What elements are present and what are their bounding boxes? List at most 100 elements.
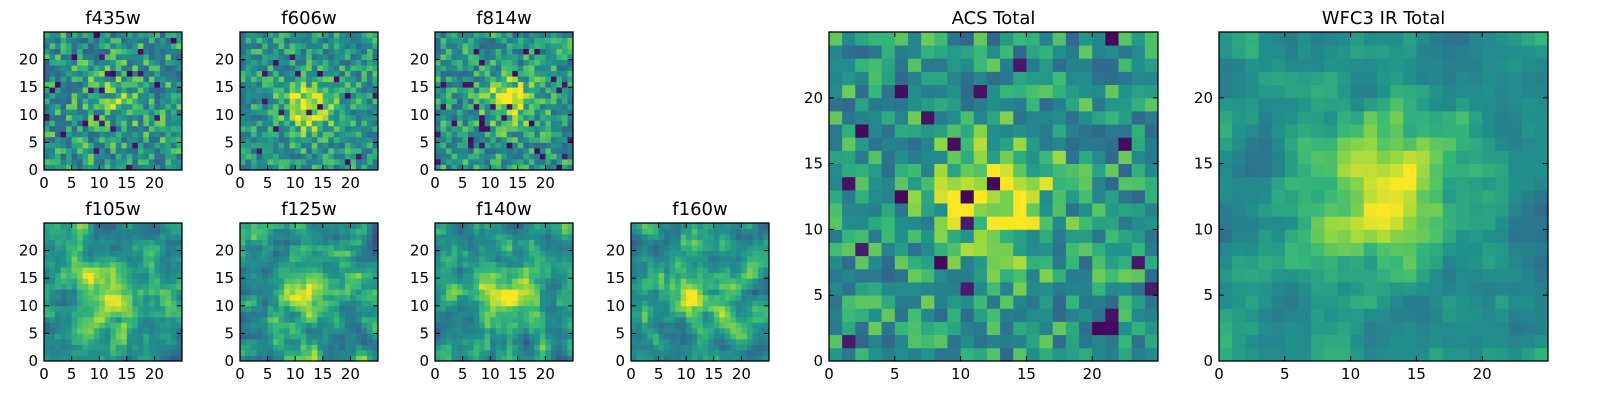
- heatmap-cell: [468, 267, 475, 274]
- heatmap-cell: [104, 48, 111, 55]
- heatmap-cell: [55, 158, 61, 165]
- heatmap-cell: [473, 305, 480, 312]
- heatmap-cell: [66, 300, 72, 307]
- heatmap-cell: [894, 176, 909, 191]
- heatmap-cell: [176, 311, 183, 318]
- heatmap-cell: [300, 164, 307, 171]
- heatmap-cell: [251, 333, 257, 340]
- heatmap-cell: [567, 103, 574, 110]
- heatmap-cell: [842, 321, 856, 336]
- heatmap-cell: [350, 305, 357, 312]
- heatmap-cell: [550, 294, 557, 301]
- heatmap-cell: [137, 245, 144, 251]
- heatmap-cell: [159, 256, 166, 263]
- heatmap-cell: [273, 239, 280, 246]
- heatmap-cell: [642, 316, 648, 323]
- heatmap-cell: [457, 283, 463, 290]
- heatmap-cell: [245, 43, 252, 49]
- heatmap-cell: [451, 355, 458, 362]
- heatmap-cell: [240, 164, 246, 171]
- heatmap-cell: [907, 295, 922, 309]
- heatmap-cell: [855, 268, 869, 283]
- heatmap-cell: [104, 223, 111, 229]
- heatmap-cell: [545, 283, 552, 290]
- heatmap-cell: [121, 92, 128, 99]
- heatmap-cell: [457, 344, 463, 351]
- heatmap-cell: [267, 283, 274, 290]
- heatmap-cell: [115, 109, 122, 116]
- heatmap-cell: [490, 43, 497, 49]
- heatmap-cell: [333, 267, 340, 274]
- heatmap-cell: [934, 347, 948, 362]
- heatmap-cell: [1079, 229, 1093, 243]
- heatmap-cell: [855, 203, 869, 217]
- heatmap-cell: [1092, 268, 1106, 283]
- heatmap-cell: [713, 234, 720, 240]
- heatmap-cell: [322, 158, 329, 165]
- heatmap-cell: [245, 114, 252, 121]
- heatmap-cell: [680, 338, 687, 345]
- heatmap-cell: [159, 65, 166, 72]
- heatmap-cell: [506, 153, 513, 160]
- heatmap-cell: [868, 203, 883, 217]
- heatmap-cell: [104, 164, 111, 171]
- heatmap-cell: [735, 283, 742, 290]
- heatmap-cell: [550, 289, 557, 296]
- heatmap-cell: [495, 300, 502, 307]
- heatmap-cell: [986, 176, 1001, 191]
- heatmap-cell: [240, 294, 246, 301]
- heatmap-cell: [355, 294, 362, 301]
- heatmap-cell: [328, 70, 335, 77]
- heatmap-cell: [446, 59, 452, 66]
- heatmap-cell: [473, 250, 480, 257]
- heatmap-cell: [355, 355, 362, 362]
- heatmap-cell: [355, 131, 362, 138]
- heatmap-cell: [137, 250, 144, 257]
- heatmap-cell: [501, 256, 508, 263]
- heatmap-cell: [284, 234, 291, 240]
- heatmap-cell: [506, 272, 513, 279]
- heatmap-cell: [262, 54, 268, 60]
- heatmap-cell: [567, 76, 574, 83]
- heatmap-cell: [567, 98, 574, 105]
- heatmap-cell: [495, 87, 502, 94]
- heatmap-cell: [339, 239, 346, 246]
- heatmap-cell: [457, 120, 463, 127]
- heatmap-cell: [311, 349, 318, 356]
- heatmap-cell: [686, 333, 693, 340]
- heatmap-cell: [534, 245, 541, 251]
- heatmap-cell: [154, 289, 161, 296]
- heatmap-cell: [1000, 347, 1014, 362]
- heatmap-cell: [121, 300, 128, 307]
- heatmap-cell: [333, 59, 340, 66]
- heatmap-cell: [752, 267, 759, 274]
- heatmap-cell: [457, 311, 463, 318]
- heatmap-cell: [506, 54, 513, 60]
- heatmap-cell: [495, 289, 502, 296]
- heatmap-cell: [121, 311, 128, 318]
- heatmap-cell: [462, 294, 469, 301]
- heatmap-cell: [534, 294, 541, 301]
- heatmap-cell: [143, 54, 150, 60]
- heatmap-cell: [868, 150, 883, 164]
- x-tick-label: 20: [341, 174, 360, 192]
- heatmap-cell: [708, 338, 715, 345]
- heatmap-cell: [468, 65, 475, 72]
- heatmap-cell: [653, 278, 659, 285]
- heatmap-cell: [484, 142, 491, 149]
- heatmap-cell: [137, 59, 144, 66]
- heatmap-cell: [550, 81, 557, 88]
- heatmap-cell: [154, 234, 161, 240]
- heatmap-cell: [947, 255, 961, 270]
- heatmap-cell: [642, 333, 648, 340]
- heatmap-cell: [93, 333, 100, 340]
- heatmap-cell: [479, 294, 486, 301]
- heatmap-cell: [176, 98, 183, 105]
- heatmap-cell: [934, 176, 948, 191]
- heatmap-cell: [495, 305, 502, 312]
- heatmap-cell: [539, 338, 546, 345]
- heatmap-cell: [561, 43, 568, 49]
- heatmap-cell: [311, 131, 318, 138]
- heatmap-cell: [344, 142, 351, 149]
- heatmap-cell: [176, 256, 183, 263]
